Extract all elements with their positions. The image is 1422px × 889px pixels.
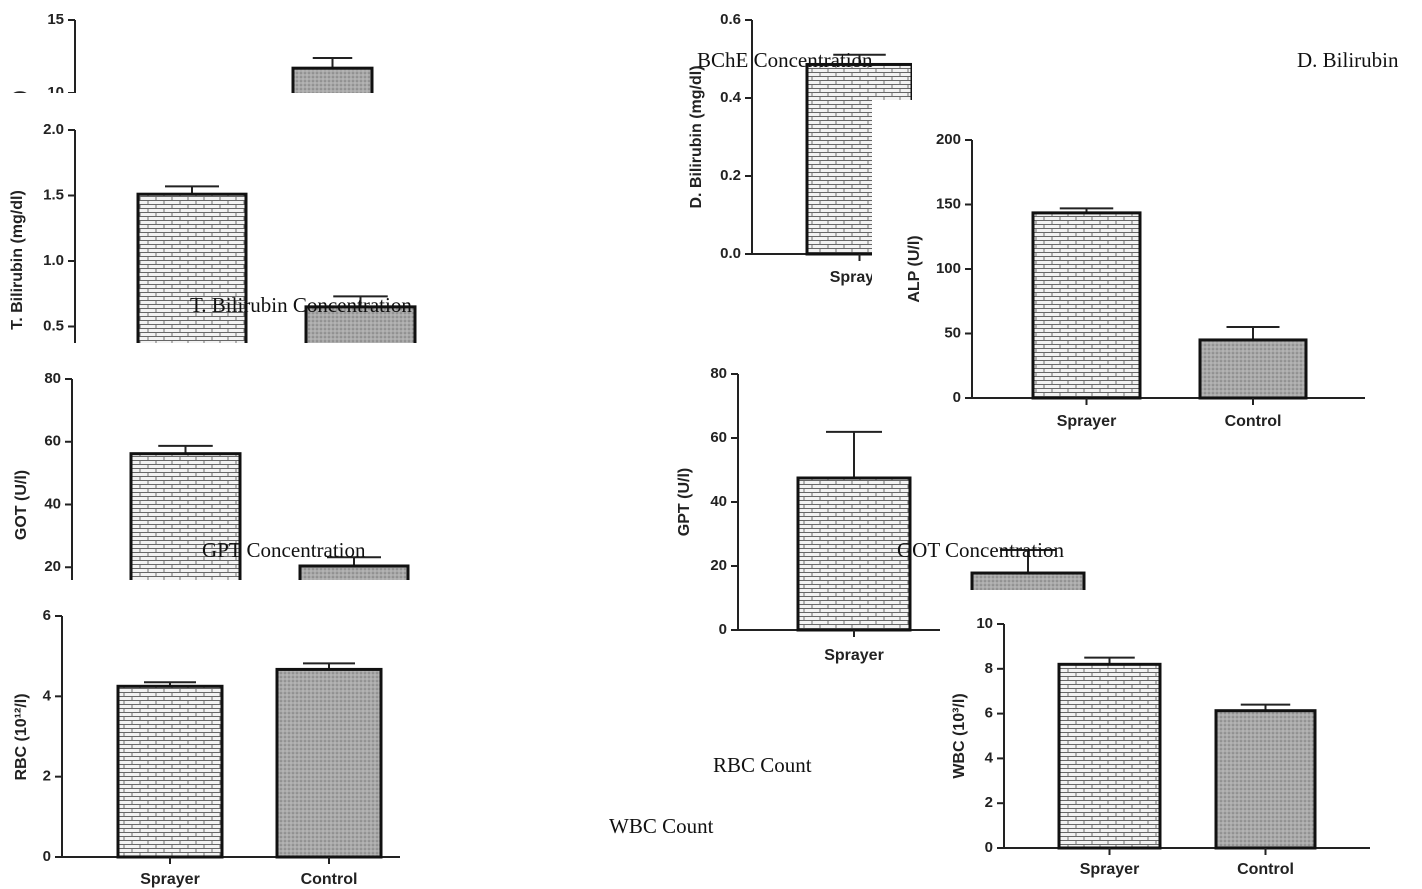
y-tick-label: 0.2	[720, 167, 741, 184]
y-axis-label: ALP (U/l)	[906, 235, 923, 302]
bar	[1031, 211, 1142, 400]
chart-panel: 0.00.51.01.52.0T. Bilirubin (mg/dl)	[9, 121, 417, 343]
y-tick-label: 10	[47, 84, 64, 101]
y-axis-label: T. Bilirubin (mg/dl)	[9, 190, 26, 330]
y-tick-label: 6	[985, 705, 993, 722]
y-tick-label: 0	[56, 230, 64, 247]
y-tick-label: 80	[44, 370, 61, 387]
caption: GOT Concentration	[897, 538, 1064, 562]
y-tick-label: 60	[710, 429, 727, 446]
chart-panel: 0 2 4 6 RBC (10¹²/l) Sprayer Control	[13, 607, 400, 888]
y-tick-label: 0	[953, 389, 961, 406]
bar	[298, 564, 410, 580]
y-tick-label: 200	[936, 131, 961, 148]
y-axis-label: GOT (U/l)	[13, 470, 30, 540]
bar	[304, 305, 417, 343]
y-tick-label: 0	[985, 839, 993, 856]
bar	[1214, 709, 1317, 850]
caption: T. Bilirubin Concentration	[190, 293, 412, 317]
chart-panel: 0 20 40 60 80 GOT (U/l)	[13, 370, 410, 638]
y-tick-label: 2	[985, 794, 993, 811]
y-tick-label: 2	[43, 768, 51, 785]
bar	[1198, 338, 1308, 400]
bar	[796, 476, 912, 632]
bar	[129, 452, 242, 580]
caption: RBC Count	[713, 753, 812, 777]
y-tick-label: 20	[44, 558, 61, 575]
x-tick-label: Sprayer	[1057, 413, 1117, 430]
y-axis-label: BChE (U/l)	[11, 90, 28, 169]
caption: BChE Concentration	[697, 48, 873, 72]
y-tick-label: 8	[985, 660, 993, 677]
bar	[1057, 662, 1162, 850]
x-tick-label: Control	[1237, 861, 1294, 878]
bar	[291, 66, 374, 93]
y-axis-label: GPT (U/l)	[676, 468, 693, 536]
y-tick-label: 6	[43, 607, 51, 624]
y-tick-label: 20	[710, 557, 727, 574]
bar	[275, 667, 383, 859]
bar	[136, 192, 248, 343]
y-tick-label: 100	[936, 260, 961, 277]
chart-panel: 0 2 4 6 8 10 WBC (10³/l) Sprayer Control	[940, 590, 1422, 889]
y-tick-label: 10	[976, 615, 993, 632]
panel-background	[940, 590, 1422, 889]
bar	[116, 684, 224, 859]
caption: GPT Concentration	[202, 538, 366, 562]
y-tick-label: 40	[710, 493, 727, 510]
y-tick-label: 4	[985, 749, 994, 766]
y-tick-label: 150	[936, 195, 961, 212]
chart-panel: 0 5 10 15 BChE (U/l)	[11, 11, 374, 247]
y-tick-label: 0.4	[720, 89, 742, 106]
x-tick-label: Sprayer	[140, 871, 200, 888]
y-tick-label: 0	[43, 848, 51, 865]
y-tick-label: 0.6	[720, 11, 741, 28]
panel-background	[872, 100, 1422, 440]
y-tick-label: 40	[44, 495, 61, 512]
y-tick-label: 0.5	[43, 317, 64, 334]
y-axis-label: RBC (10¹²/l)	[13, 693, 30, 780]
y-tick-label: 0.0	[720, 245, 741, 262]
y-tick-label: 2.0	[43, 121, 64, 138]
y-axis-label: WBC (10³/l)	[951, 693, 968, 778]
y-tick-label: 50	[944, 324, 961, 341]
y-tick-label: 80	[710, 365, 727, 382]
y-tick-label: 0	[719, 621, 727, 638]
x-tick-label: Control	[301, 871, 358, 888]
y-tick-label: 0	[53, 621, 61, 638]
x-tick-label: Control	[1225, 413, 1282, 430]
y-tick-label: 60	[44, 433, 61, 450]
caption: D. Bilirubin	[1297, 48, 1399, 72]
y-tick-label: 15	[47, 11, 64, 28]
x-tick-label: Sprayer	[824, 647, 884, 664]
caption: WBC Count	[609, 814, 714, 838]
x-tick-label: Sprayer	[1080, 861, 1140, 878]
y-tick-label: 5	[56, 157, 64, 174]
y-tick-label: 1.5	[43, 186, 64, 203]
y-axis-label: D. Bilirubin (mg/dl)	[688, 65, 705, 208]
y-tick-label: 4	[43, 687, 52, 704]
chart-panel: 0 50 100 150 200 ALP (U/l) Sprayer Control	[872, 100, 1422, 440]
y-tick-label: 1.0	[43, 252, 64, 269]
